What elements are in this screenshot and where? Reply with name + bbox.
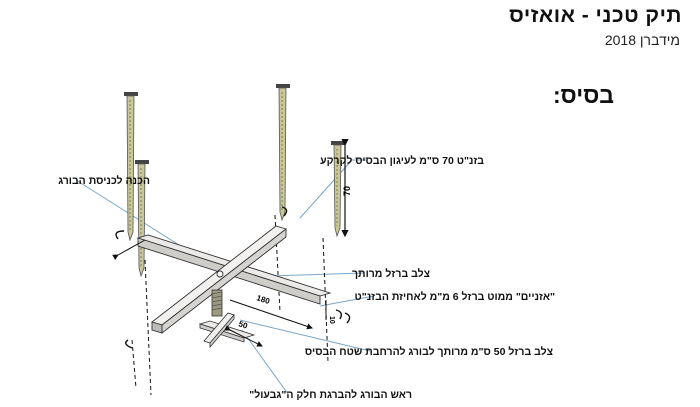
ear-front-left bbox=[125, 339, 133, 349]
welded-cross bbox=[136, 225, 332, 334]
arm-length-value: 180 bbox=[255, 293, 271, 306]
beam-width-value: 10 bbox=[328, 316, 335, 324]
stake-back-left bbox=[124, 92, 138, 242]
ear-back-right bbox=[281, 206, 288, 217]
label-welded-steel: צלב ברזל מרותך bbox=[352, 268, 430, 280]
ears bbox=[115, 206, 351, 349]
ear-front-right-2 bbox=[344, 312, 351, 324]
label-stake: בזנ"ט 70 ס"מ לעיגון הבסיס לקרקע bbox=[320, 155, 484, 167]
stake-length-value: 70 bbox=[342, 186, 352, 196]
label-screw-head: ראש הבורג להברגת חלק ה"גבעול" bbox=[249, 389, 412, 401]
ear-front-right bbox=[335, 309, 343, 320]
label-small-cross: צלב ברזל 50 ס"מ מרותך לבורג להרחבת שטח ה… bbox=[304, 346, 553, 358]
label-center-hole: הכנה לכניסת הבורג bbox=[58, 175, 150, 187]
section-heading: בסיס: bbox=[553, 82, 614, 108]
small-cross-width-value: 50 bbox=[237, 319, 249, 330]
stake-back-right bbox=[276, 84, 290, 222]
stake-right bbox=[331, 141, 345, 238]
arm-length-dimension bbox=[112, 239, 313, 330]
page-subtitle: מידברן 2018 bbox=[604, 32, 680, 48]
screw bbox=[211, 289, 223, 317]
label-ears: "אזניים" ממוט ברזל 6 מ"מ לאחיזת הבזנ"ט bbox=[354, 291, 555, 303]
ear-back-left bbox=[115, 230, 125, 240]
page-title: תיק טכני - אואזיס bbox=[509, 4, 682, 27]
small-cross-dimension bbox=[224, 325, 263, 347]
